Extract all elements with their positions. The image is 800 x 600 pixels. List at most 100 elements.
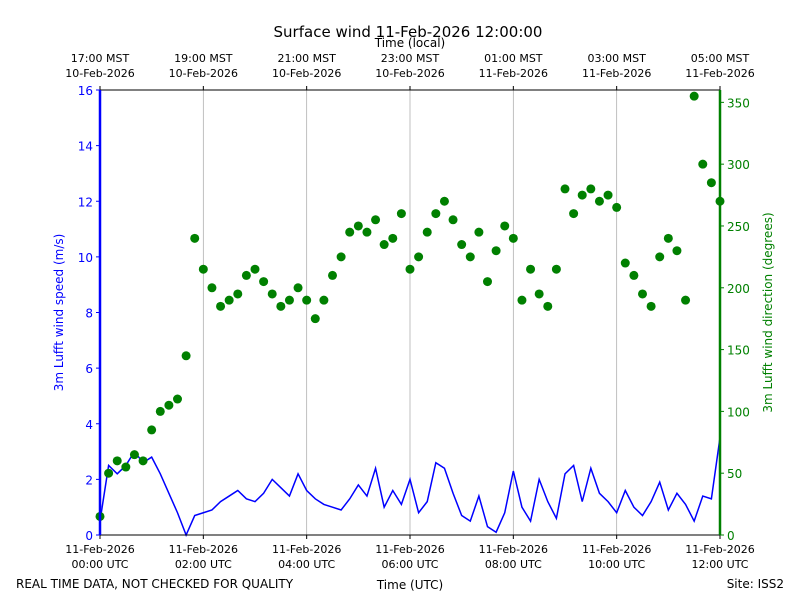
direction-point bbox=[379, 240, 389, 250]
direction-point bbox=[147, 425, 157, 435]
direction-point bbox=[345, 227, 355, 237]
direction-point bbox=[207, 283, 217, 293]
direction-point bbox=[129, 450, 139, 460]
x-tick-label: 10:00 UTC bbox=[588, 558, 645, 571]
direction-point bbox=[173, 394, 182, 404]
x-tick-label: 11-Feb-2026 bbox=[169, 543, 238, 556]
direction-point bbox=[233, 289, 243, 299]
direction-point bbox=[422, 227, 432, 237]
direction-point bbox=[414, 252, 424, 262]
direction-point bbox=[491, 246, 501, 256]
footer-note: REAL TIME DATA, NOT CHECKED FOR QUALITY bbox=[16, 577, 294, 591]
top-tick-label: 10-Feb-2026 bbox=[375, 67, 444, 80]
direction-point bbox=[620, 258, 630, 268]
direction-point bbox=[594, 196, 604, 206]
y-tick-label: 8 bbox=[85, 307, 93, 321]
direction-point bbox=[310, 314, 320, 324]
direction-point bbox=[698, 159, 708, 169]
y2-tick-label: 250 bbox=[727, 220, 750, 234]
direction-point bbox=[577, 190, 587, 200]
direction-point bbox=[500, 221, 510, 231]
direction-point bbox=[439, 196, 449, 206]
top-tick-label: 21:00 MST bbox=[277, 52, 336, 65]
y-tick-label: 16 bbox=[78, 84, 93, 98]
x-tick-label: 00:00 UTC bbox=[71, 558, 128, 571]
direction-point bbox=[405, 264, 415, 274]
direction-point bbox=[181, 351, 191, 361]
direction-point bbox=[164, 400, 174, 410]
site-label: Site: ISS2 bbox=[727, 577, 784, 591]
top-tick-label: 10-Feb-2026 bbox=[169, 67, 238, 80]
direction-point bbox=[483, 277, 492, 287]
y2-tick-label: 0 bbox=[727, 529, 735, 543]
x-tick-label: 06:00 UTC bbox=[381, 558, 438, 571]
direction-point bbox=[276, 301, 286, 311]
y-tick-label: 4 bbox=[85, 418, 93, 432]
direction-point bbox=[198, 264, 208, 274]
y-tick-label: 10 bbox=[78, 251, 93, 265]
direction-point bbox=[517, 295, 527, 305]
top-tick-label: 01:00 MST bbox=[484, 52, 543, 65]
x-tick-label: 11-Feb-2026 bbox=[65, 543, 134, 556]
direction-point bbox=[586, 184, 596, 194]
chart-title: Surface wind 11-Feb-2026 12:00:00 bbox=[274, 23, 543, 41]
direction-point bbox=[706, 178, 716, 188]
direction-point bbox=[663, 233, 673, 243]
direction-point bbox=[259, 277, 269, 287]
y2-tick-label: 150 bbox=[727, 344, 750, 358]
direction-point bbox=[121, 462, 131, 472]
direction-point bbox=[353, 221, 363, 231]
direction-point bbox=[431, 209, 441, 219]
direction-point bbox=[603, 190, 613, 200]
direction-point bbox=[224, 295, 234, 305]
y2-tick-label: 200 bbox=[727, 282, 750, 296]
direction-point bbox=[250, 264, 260, 274]
direction-point bbox=[655, 252, 665, 262]
direction-point bbox=[638, 289, 647, 299]
x-tick-label: 11-Feb-2026 bbox=[685, 543, 754, 556]
x-tick-label: 12:00 UTC bbox=[691, 558, 748, 571]
direction-point bbox=[689, 91, 699, 101]
top-tick-label: 03:00 MST bbox=[587, 52, 646, 65]
x-tick-label: 11-Feb-2026 bbox=[582, 543, 651, 556]
direction-point bbox=[672, 246, 682, 256]
direction-point bbox=[457, 240, 467, 250]
direction-point bbox=[629, 270, 639, 280]
direction-point bbox=[448, 215, 458, 225]
top-tick-label: 11-Feb-2026 bbox=[582, 67, 651, 80]
direction-point bbox=[534, 289, 544, 299]
x-tick-label: 11-Feb-2026 bbox=[272, 543, 341, 556]
y2-tick-label: 50 bbox=[727, 467, 742, 481]
direction-point bbox=[371, 215, 381, 225]
speed-line bbox=[99, 437, 721, 537]
y2-axis-label: 3m Lufft wind direction (degrees) bbox=[761, 212, 775, 412]
y2-tick-label: 300 bbox=[727, 158, 750, 172]
direction-point bbox=[526, 264, 536, 274]
direction-point bbox=[155, 406, 165, 416]
direction-point bbox=[302, 295, 312, 305]
direction-point bbox=[465, 252, 475, 262]
x-axis-label: Time (UTC) bbox=[376, 578, 443, 592]
top-tick-label: 11-Feb-2026 bbox=[685, 67, 754, 80]
direction-point bbox=[336, 252, 346, 262]
direction-point bbox=[138, 456, 148, 466]
x-tick-label: 11-Feb-2026 bbox=[479, 543, 548, 556]
x-tick-label: 02:00 UTC bbox=[175, 558, 232, 571]
y2-tick-label: 350 bbox=[727, 96, 750, 110]
direction-point bbox=[362, 227, 372, 237]
direction-point bbox=[190, 233, 200, 243]
y-tick-label: 12 bbox=[78, 195, 93, 209]
direction-point bbox=[508, 233, 518, 243]
top-axis-label: Time (local) bbox=[374, 36, 446, 50]
direction-point bbox=[646, 301, 656, 311]
top-tick-label: 11-Feb-2026 bbox=[479, 67, 548, 80]
y-tick-label: 0 bbox=[85, 529, 93, 543]
top-tick-label: 05:00 MST bbox=[691, 52, 750, 65]
direction-point bbox=[543, 301, 553, 311]
top-tick-label: 19:00 MST bbox=[174, 52, 233, 65]
direction-point bbox=[569, 209, 579, 219]
top-tick-label: 10-Feb-2026 bbox=[272, 67, 341, 80]
top-tick-label: 10-Feb-2026 bbox=[65, 67, 134, 80]
